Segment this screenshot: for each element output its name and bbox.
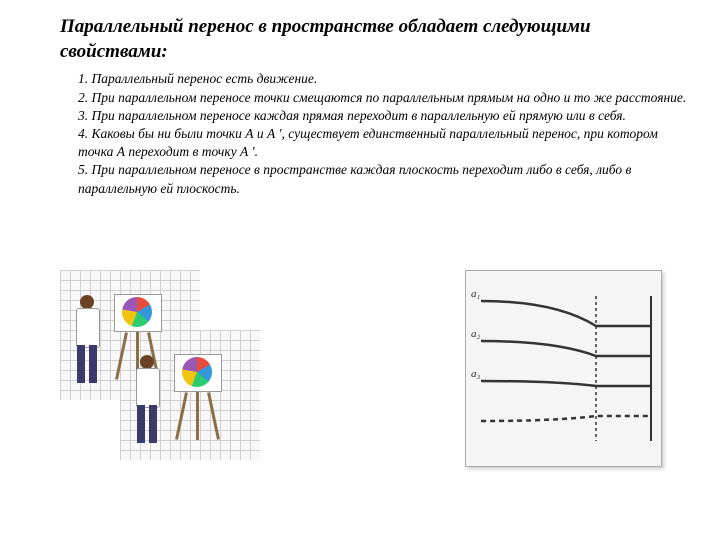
pie-chart-icon (182, 357, 212, 387)
translation-clipart (60, 270, 265, 470)
painter-figure (128, 355, 166, 445)
slide-content: Параллельный перенос в пространстве обла… (0, 0, 720, 540)
list-item: 4. Каковы бы ни были точки А и А ', суще… (78, 125, 690, 161)
painter-figure (68, 295, 106, 385)
list-item: 5. При параллельном переносе в пространс… (78, 161, 690, 197)
pie-chart-icon (122, 297, 152, 327)
parallel-lines-diagram: a₁ a₂ a₃ (465, 270, 662, 467)
diagram-svg: a₁ a₂ a₃ (466, 271, 661, 466)
easel-icon (168, 352, 228, 442)
list-item: 3. При параллельном переносе каждая прям… (78, 107, 690, 125)
svg-text:a₁: a₁ (471, 288, 481, 300)
list-item: 1. Параллельный перенос есть движение. (78, 70, 690, 88)
list-item: 2. При параллельном переносе точки смеща… (78, 89, 690, 107)
svg-text:a₂: a₂ (471, 328, 481, 340)
properties-list: 1. Параллельный перенос есть движение. 2… (60, 70, 690, 198)
svg-text:a₃: a₃ (471, 368, 481, 380)
slide-title: Параллельный перенос в пространстве обла… (60, 15, 690, 64)
images-row: a₁ a₂ a₃ (60, 270, 662, 470)
